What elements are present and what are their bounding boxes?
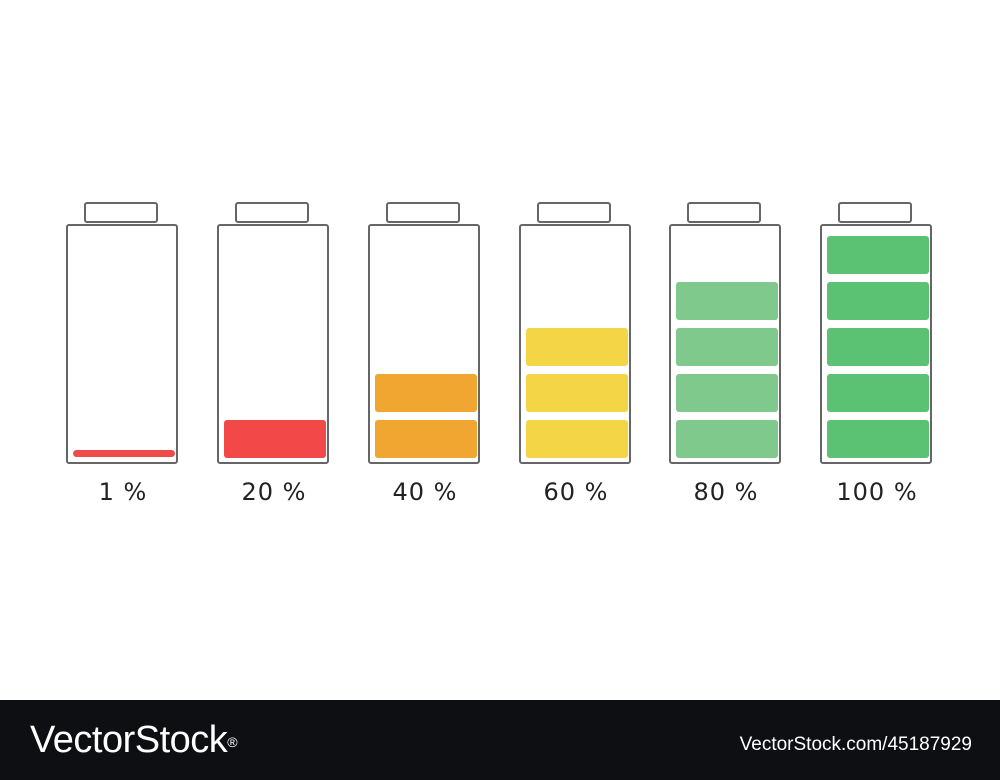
battery-label: 1 % [98,478,148,506]
battery-body [669,224,781,464]
charge-segment [827,374,929,412]
charge-segment [676,328,778,366]
charge-segment [827,328,929,366]
battery-cap [838,202,912,223]
vectorstock-logo: VectorStock® [30,718,238,762]
battery-cap [687,202,761,223]
charge-segment [676,282,778,320]
brand-name: VectorStock [30,719,228,761]
battery-body [368,224,480,464]
battery-label: 20 % [241,478,307,506]
battery-label: 60 % [543,478,609,506]
charge-segment [224,420,326,458]
battery-cap [235,202,309,223]
battery-40-percent [368,202,482,464]
battery-label: 100 % [836,478,918,506]
charge-segment [375,374,477,412]
battery-body [217,224,329,464]
charge-segment [827,282,929,320]
charge-sliver [73,450,175,457]
image-id: VectorStock.com/45187929 [739,734,972,755]
battery-levels-illustration: 1 % 20 % 40 % 60 % 80 % 100 % [66,202,934,506]
battery-20-percent [217,202,331,464]
charge-segment [827,420,929,458]
battery-label: 40 % [392,478,458,506]
registered-mark: ® [227,734,238,750]
battery-body [519,224,631,464]
battery-80-percent [669,202,783,464]
battery-label: 80 % [693,478,759,506]
charge-segment [827,236,929,274]
charge-segment [375,420,477,458]
charge-segment [676,420,778,458]
charge-segment [526,420,628,458]
charge-segment [526,374,628,412]
battery-60-percent [519,202,633,464]
battery-body [820,224,932,464]
charge-segment [676,374,778,412]
battery-body [66,224,178,464]
battery-cap [386,202,460,223]
battery-1-percent [66,202,180,464]
charge-segment [526,328,628,366]
battery-cap [84,202,158,223]
battery-cap [537,202,611,223]
watermark-footer: VectorStock® VectorStock.com/45187929 [0,700,1000,780]
battery-100-percent [820,202,934,464]
